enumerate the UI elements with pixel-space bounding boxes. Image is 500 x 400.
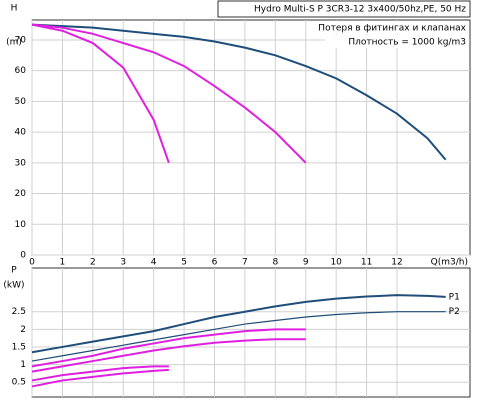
curve bbox=[31, 294, 446, 354]
y-tick-label: 40 bbox=[15, 128, 27, 138]
y-tick-label: 1 bbox=[20, 360, 26, 370]
y-tick-label: 2 bbox=[20, 325, 26, 335]
y-tick-label: 2.5 bbox=[12, 307, 26, 317]
curve bbox=[31, 23, 447, 161]
y-tick-label: 30 bbox=[15, 158, 27, 168]
y-tick-label: 10 bbox=[15, 220, 27, 230]
y-tick-label: 50 bbox=[15, 97, 27, 107]
curve bbox=[31, 328, 306, 368]
y-axis-label: (m) bbox=[6, 38, 22, 48]
y-tick-label: 20 bbox=[15, 189, 27, 199]
x-tick-label: 12 bbox=[391, 258, 402, 268]
series-label: P2 bbox=[449, 307, 460, 317]
annotation-bg bbox=[325, 21, 468, 34]
chart-title: Hydro Multi-S P 3CR3-12 3x400/50hz,PE, 5… bbox=[254, 5, 466, 15]
y-tick-label: 60 bbox=[15, 66, 27, 76]
curve bbox=[31, 311, 446, 362]
curve bbox=[31, 23, 307, 164]
x-tick-label: 6 bbox=[212, 258, 218, 268]
x-tick-label: 10 bbox=[330, 258, 342, 268]
x-tick-label: 8 bbox=[272, 258, 278, 268]
annotation-bg bbox=[325, 35, 468, 48]
y-tick-label: 0 bbox=[20, 251, 26, 261]
title-box bbox=[217, 0, 471, 18]
annotation: Потеря в фитингах и клапанах bbox=[318, 24, 466, 34]
curve bbox=[31, 338, 306, 373]
annotation: Плотность = 1000 kg/m3 bbox=[348, 38, 466, 48]
y-tick-label: 1.5 bbox=[12, 342, 26, 352]
x-tick-label: 0 bbox=[29, 258, 35, 268]
series-label: P1 bbox=[449, 292, 460, 302]
plot-area bbox=[31, 267, 471, 398]
x-tick-label: 1 bbox=[60, 258, 66, 268]
x-tick-label: 9 bbox=[303, 258, 309, 268]
x-tick-label: 4 bbox=[151, 258, 157, 268]
x-tick-label: 11 bbox=[361, 258, 372, 268]
x-tick-label: 7 bbox=[242, 258, 248, 268]
curve bbox=[31, 365, 169, 382]
x-tick-label: 2 bbox=[90, 258, 96, 268]
plot-area bbox=[31, 19, 471, 256]
y-axis-label: H bbox=[11, 4, 18, 14]
x-axis-label: Q(m3/h) bbox=[431, 258, 468, 268]
x-tick-label: 3 bbox=[120, 258, 126, 268]
y-tick-label: 0.5 bbox=[12, 378, 26, 388]
x-tick-label: 5 bbox=[181, 258, 187, 268]
y-axis-label: P bbox=[11, 266, 17, 276]
y-tick-label: 70 bbox=[15, 35, 27, 45]
y-axis-label: (kW) bbox=[3, 281, 24, 291]
curve bbox=[31, 368, 169, 388]
curve bbox=[31, 23, 170, 164]
